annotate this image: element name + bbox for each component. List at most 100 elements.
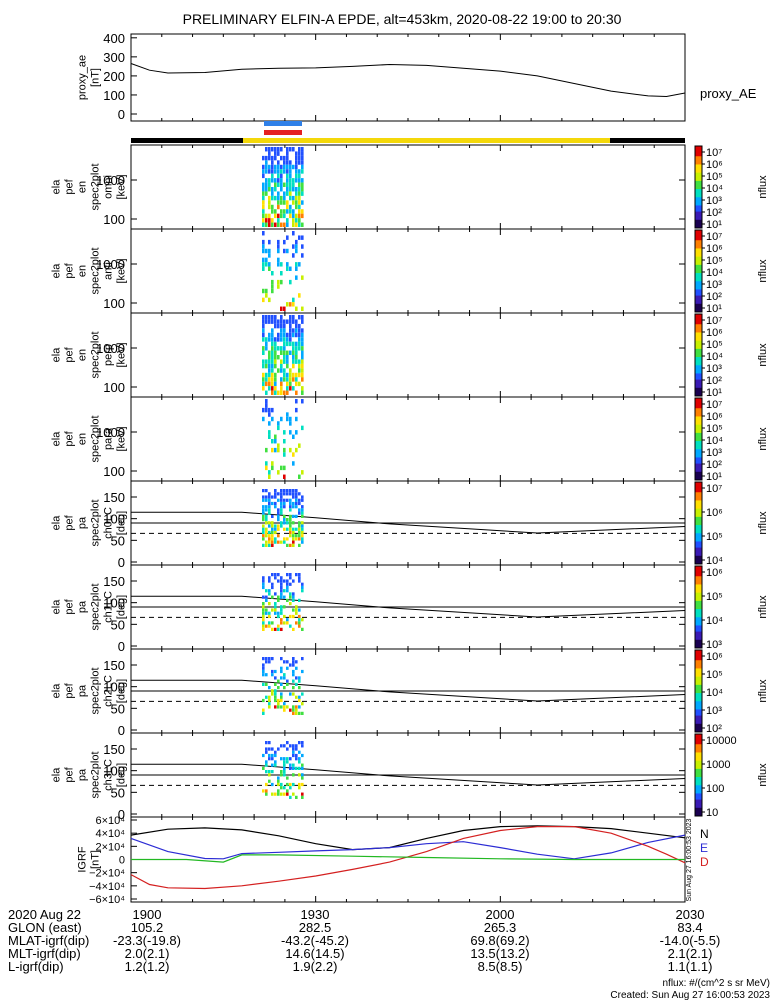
colorbar-cell xyxy=(695,199,702,202)
footer-units: nflux: #/(cm^2 s sr MeV) xyxy=(663,978,771,989)
colorbar-cell xyxy=(695,430,702,434)
colorbar-cell xyxy=(695,699,702,702)
spectrogram-cell xyxy=(295,608,298,612)
spectrogram-cell xyxy=(283,346,286,351)
colorbar-tick-label: 10⁵ xyxy=(706,171,723,183)
colorbar-cell xyxy=(695,324,702,327)
spectrogram-cell xyxy=(277,323,280,329)
spectrogram-cell xyxy=(271,195,274,201)
spectrogram-cell xyxy=(286,618,289,622)
spectrogram-cell xyxy=(286,521,289,525)
colorbar-cell xyxy=(695,502,702,506)
spectrogram-cell xyxy=(298,537,301,541)
colorbar-cell xyxy=(695,465,702,469)
spectrogram-cell xyxy=(286,266,289,271)
spectrogram-cell xyxy=(265,160,268,165)
footer-cell: MLT-igrf(dip) xyxy=(8,946,81,961)
spectrogram-cell xyxy=(262,297,265,303)
spectrogram-cell xyxy=(265,527,268,531)
colorbar-tick-label: 10⁷ xyxy=(706,483,722,495)
spectrogram-cell xyxy=(286,792,289,796)
igrf-ytick-label: −2×10⁴ xyxy=(89,868,125,880)
colorbar-cell xyxy=(695,217,702,221)
colorbar-cell xyxy=(695,275,702,278)
spectrogram-cell xyxy=(268,511,271,515)
spectrogram-cell xyxy=(274,495,277,499)
colorbar-cell xyxy=(695,664,702,667)
colorbar-cell xyxy=(695,756,702,760)
spectrogram-cell xyxy=(271,527,274,531)
spectrogram-cell xyxy=(289,279,292,285)
colorbar-cell xyxy=(695,668,702,671)
spectrogram-cell xyxy=(298,534,301,538)
ch1LC-spectrogram xyxy=(262,573,304,631)
colorbar-tick-label: 10⁷ xyxy=(706,315,722,327)
colorbar-tick-label: 10⁷ xyxy=(706,399,722,411)
colorbar-cell xyxy=(695,682,702,686)
spectrogram-cell xyxy=(283,200,286,205)
spectrogram-cell xyxy=(271,753,274,758)
spectrogram-cell xyxy=(271,315,274,320)
spectrogram-cell xyxy=(283,605,286,609)
spectrogram-cell xyxy=(265,155,268,161)
spectrogram-cell xyxy=(268,474,271,479)
spectrogram-cell xyxy=(292,543,295,547)
spectrogram-cell xyxy=(268,705,271,709)
colorbar-cell xyxy=(695,637,702,641)
spectrogram-cell xyxy=(283,589,286,593)
colorbar-cell xyxy=(695,783,702,786)
spectrogram-cell xyxy=(283,492,286,496)
spectrogram-cell xyxy=(274,501,277,506)
colorbar-cell xyxy=(695,555,702,559)
spectrogram-cell xyxy=(265,461,268,466)
colorbar-frame xyxy=(694,229,703,313)
spectrogram-cell xyxy=(271,747,274,751)
colorbar-cell xyxy=(695,645,702,649)
spectrogram-cell xyxy=(262,627,265,631)
spectrogram-cell xyxy=(283,337,286,342)
colorbar-tick-label: 10¹ xyxy=(706,471,722,483)
spectrogram-cell xyxy=(289,602,292,606)
spectrogram-cell xyxy=(298,151,301,156)
spectrogram-cell xyxy=(289,266,292,271)
spectrogram-cell xyxy=(277,218,280,223)
colorbar-cell xyxy=(695,770,702,774)
spectrogram-cell xyxy=(265,319,268,324)
colorbar-tick-label: 100 xyxy=(706,783,724,795)
spectrogram-cell xyxy=(268,377,271,382)
spectrogram-cell xyxy=(289,328,292,333)
spectrogram-cell xyxy=(274,763,277,767)
spectrogram-cell xyxy=(283,702,286,706)
colorbar-tick-label: 10¹ xyxy=(706,219,722,231)
spectrogram-cell xyxy=(292,686,295,690)
spectrogram-cell xyxy=(289,164,292,170)
colorbar-cell xyxy=(695,713,702,717)
colorbar-cell xyxy=(695,258,702,262)
spectrogram-cell xyxy=(289,757,292,761)
colorbar-tick-label: 10² xyxy=(706,207,722,219)
spectrogram-cell xyxy=(268,470,271,475)
colorbar-cell xyxy=(695,719,702,723)
spectrogram-cell xyxy=(277,702,280,706)
spectrogram-cell xyxy=(298,368,301,373)
colorbar-tick-label: 10⁶ xyxy=(706,567,723,579)
spectrogram-cell xyxy=(271,346,274,351)
spectrogram-cell xyxy=(262,766,265,770)
spectrogram-cell xyxy=(292,178,295,183)
spectrogram-cell xyxy=(277,534,280,538)
spectrogram-cell xyxy=(280,213,283,219)
spectrogram-cell xyxy=(289,147,292,152)
colorbar-cell xyxy=(695,291,702,295)
spectrogram-cell xyxy=(286,372,289,378)
footer-cell: 105.2 xyxy=(131,920,164,935)
colorbar-cell xyxy=(695,529,702,532)
colorbar-tick-label: 10⁵ xyxy=(706,423,723,435)
spectrogram-cell xyxy=(295,266,298,271)
ylabel-line: omni xyxy=(103,175,115,199)
spectrogram-cell xyxy=(277,686,280,690)
colorbar-cell xyxy=(695,205,702,208)
spectrogram-cell xyxy=(286,173,289,179)
colorbar-frame xyxy=(694,145,703,229)
spectrogram-cell xyxy=(298,222,301,227)
spectrogram-cell xyxy=(265,624,268,628)
